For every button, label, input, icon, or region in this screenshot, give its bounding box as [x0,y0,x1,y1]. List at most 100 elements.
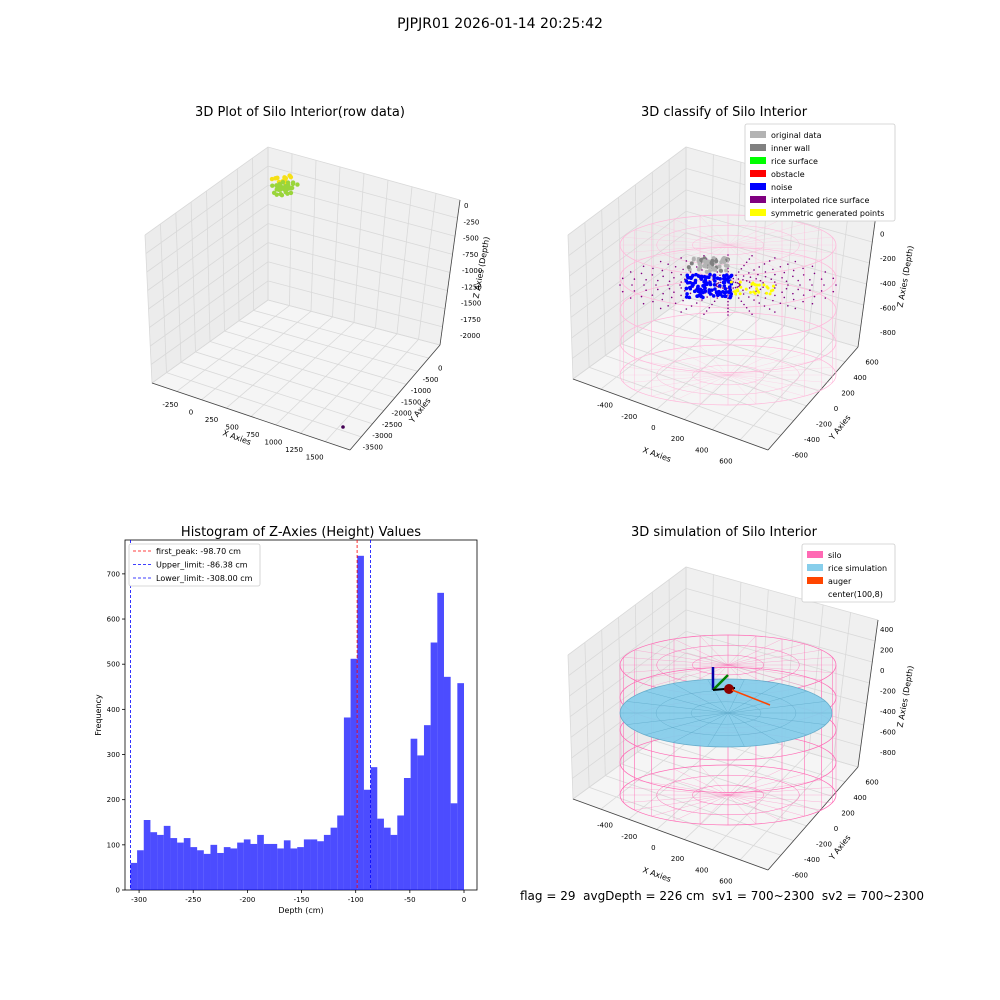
interpolated-point [799,284,801,286]
x-tick-label: -250 [185,896,201,904]
interpolated-point [673,277,675,279]
interpolated-point [835,284,837,286]
histogram-legend: first_peak: -98.70 cm Upper_limit: -86.38… [129,544,260,586]
symmetric-point [749,291,752,294]
interpolated-point [657,280,659,282]
noise-point [691,283,695,287]
interpolated-point [643,284,645,286]
legend-label: silo [828,551,842,560]
histogram-bar [444,677,451,890]
interpolated-point [787,263,789,265]
histogram-bar [411,739,418,890]
y-tick-label: 0 [834,825,838,833]
interpolated-point [682,269,684,271]
interpolated-point [684,290,686,292]
original-point [704,265,708,269]
interpolated-point [675,266,677,268]
noise-point [694,273,698,277]
interpolated-point [634,290,636,292]
z-axis-label: Z Axies (Depth) [896,665,916,728]
interpolated-point [772,269,774,271]
y-tick-label: -3000 [372,432,392,440]
x-tick-label: -200 [621,413,637,421]
interpolated-point [667,305,669,307]
interpolated-point [783,297,785,299]
legend-swatch [750,131,766,138]
legend-swatch [807,577,823,584]
interpolated-point [821,290,823,292]
x-tick-label: -300 [131,896,147,904]
status-footer: flag = 29 avgDepth = 226 cm sv1 = 700~23… [520,889,924,903]
original-point [692,258,696,262]
interpolated-point [832,291,834,293]
interpolated-point [757,295,759,297]
interpolated-point [727,308,729,310]
x-tick-label: -200 [621,833,637,841]
interpolated-point [774,274,776,276]
z-tick-label: -600 [880,729,896,737]
histogram-bar [210,845,217,890]
interpolated-point [682,300,684,302]
interpolated-point [753,269,755,271]
y-tick-label: 100 [107,841,120,849]
noise-point [698,275,702,279]
interpolated-point [680,257,682,259]
interpolated-point [811,284,813,286]
interpolated-point [760,289,762,291]
interpolated-point [758,302,760,304]
interpolated-point [760,280,762,282]
original-point [703,259,707,263]
legend-swatch [750,196,766,203]
interpolated-point [751,313,753,315]
interpolated-point [719,274,721,276]
data-point [275,187,279,191]
histogram-bar [297,847,304,890]
original-point [714,259,718,263]
y-tick-label: -2500 [382,421,402,429]
noise-point [709,292,713,296]
histogram-bar [291,848,298,890]
legend-label: rice surface [771,157,818,166]
interpolated-point [821,278,823,280]
interpolated-point [735,287,737,289]
y-tick-label: 400 [853,794,866,802]
interpolated-point [706,296,708,298]
original-point [713,268,717,272]
histogram-bar [230,848,237,890]
interpolated-point [795,308,797,310]
interpolated-point [803,274,805,276]
interpolated-point [690,293,692,295]
interpolated-point [750,276,752,278]
interpolated-point [716,283,718,285]
z-tick-label: -2000 [460,332,480,340]
legend-swatch [807,564,823,571]
z-tick-label: -800 [880,329,896,337]
x-tick-label: -50 [404,896,415,904]
interpolated-point [746,261,748,263]
symmetric-point [765,285,768,288]
histogram-bar [204,854,211,890]
noise-point [724,277,728,281]
data-point [285,191,289,195]
histogram-bar [417,755,424,890]
histogram-bar [331,828,338,890]
z-tick-label: -400 [880,708,896,716]
interpolated-point [765,297,767,299]
interpolated-point [645,289,647,291]
histogram-bar [397,815,404,890]
interpolated-point [679,284,681,286]
original-point [722,260,726,264]
z-tick-label: -250 [464,218,480,226]
symmetric-point [753,283,756,286]
interpolated-point [769,308,771,310]
y-tick-label: -400 [804,436,820,444]
histogram-bar [404,778,411,890]
interpolated-point [742,289,744,291]
y-tick-label: 0 [116,887,120,895]
interpolated-point [680,281,682,283]
legend-swatch [750,144,766,151]
z-tick-label: -600 [880,304,896,312]
interpolated-point [795,261,797,263]
histogram-bar [150,832,157,890]
interpolated-point [696,266,698,268]
